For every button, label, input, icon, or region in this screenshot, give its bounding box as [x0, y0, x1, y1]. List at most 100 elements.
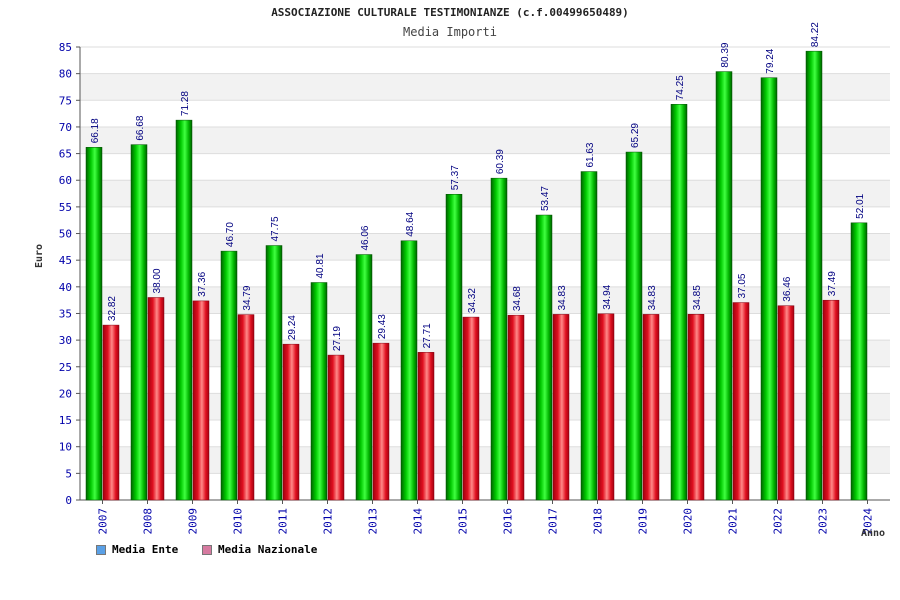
- data-label-media-ente-2009: 71.28: [180, 91, 191, 116]
- x-tick-label-2011: 2011: [277, 508, 290, 535]
- grid-band: [80, 180, 890, 207]
- y-tick-label: 65: [59, 148, 72, 161]
- data-label-media-nazionale-2008: 38.00: [152, 268, 163, 293]
- data-label-media-nazionale-2009: 37.36: [197, 271, 208, 296]
- data-label-media-nazionale-2019: 34.83: [647, 285, 658, 310]
- bar-media-nazionale-2022: [777, 305, 795, 501]
- bar-media-nazionale-2023: [822, 299, 840, 501]
- bar-media-ente-2010: [220, 250, 238, 501]
- grid-band: [80, 100, 890, 127]
- data-label-media-nazionale-2016: 34.68: [512, 286, 523, 311]
- y-axis-label: Euro: [34, 243, 45, 268]
- bar-media-ente-2021: [715, 71, 733, 501]
- grid-band: [80, 420, 890, 447]
- bar-media-ente-2015: [445, 194, 463, 501]
- data-label-media-ente-2023: 84.22: [810, 22, 821, 47]
- data-label-media-nazionale-2010: 34.79: [242, 285, 253, 310]
- bar-media-nazionale-2008: [147, 297, 165, 501]
- grid-band: [80, 340, 890, 367]
- data-label-media-ente-2024: 52.01: [855, 193, 866, 218]
- bar-media-ente-2012: [310, 282, 328, 501]
- data-label-media-ente-2017: 53.47: [540, 186, 551, 211]
- y-tick-label: 10: [59, 441, 72, 454]
- bar-media-nazionale-2007: [102, 324, 120, 501]
- y-tick-label: 80: [59, 68, 72, 81]
- data-label-media-ente-2007: 66.18: [90, 118, 101, 143]
- chart-title: ASSOCIAZIONE CULTURALE TESTIMONIANZE (c.…: [271, 6, 629, 19]
- bar-media-nazionale-2014: [417, 352, 435, 501]
- x-tick-label-2012: 2012: [322, 508, 335, 535]
- x-tick-label-2013: 2013: [367, 508, 380, 535]
- y-tick-label: 85: [59, 41, 72, 54]
- bar-media-nazionale-2012: [327, 354, 345, 501]
- legend-label-media-ente: Media Ente: [112, 543, 179, 556]
- bar-media-nazionale-2009: [192, 300, 210, 501]
- data-label-media-ente-2021: 80.39: [720, 42, 731, 67]
- data-label-media-ente-2016: 60.39: [495, 149, 506, 174]
- bar-media-nazionale-2015: [462, 316, 480, 501]
- x-tick-label-2017: 2017: [547, 508, 560, 535]
- y-tick-label: 25: [59, 361, 72, 374]
- legend-item-media-nazionale: Media Nazionale: [202, 543, 317, 556]
- y-tick-label: 55: [59, 201, 72, 214]
- bar-media-ente-2020: [670, 104, 688, 501]
- bar-media-ente-2017: [535, 214, 553, 501]
- grid-band: [80, 260, 890, 287]
- x-tick-label-2022: 2022: [772, 508, 785, 535]
- y-tick-label: 45: [59, 254, 72, 267]
- bar-media-ente-2023: [805, 50, 823, 501]
- y-tick-label: 75: [59, 94, 72, 107]
- data-label-media-nazionale-2023: 37.49: [827, 271, 838, 296]
- data-label-media-ente-2010: 46.70: [225, 222, 236, 247]
- x-tick-label-2023: 2023: [817, 508, 830, 535]
- x-axis-label: Anno: [861, 528, 886, 539]
- data-label-media-nazionale-2015: 34.32: [467, 288, 478, 313]
- bar-media-ente-2016: [490, 177, 508, 501]
- y-tick-label: 35: [59, 307, 72, 320]
- grid-band: [80, 126, 890, 154]
- x-tick-label-2008: 2008: [142, 508, 155, 535]
- bar-media-ente-2019: [625, 151, 643, 501]
- data-label-media-nazionale-2007: 32.82: [107, 296, 118, 321]
- x-tick-label-2021: 2021: [727, 508, 740, 535]
- grid-band: [80, 286, 890, 314]
- bar-media-ente-2008: [130, 144, 148, 501]
- data-label-media-ente-2015: 57.37: [450, 165, 461, 190]
- data-label-media-nazionale-2021: 37.05: [737, 273, 748, 298]
- grid-band: [80, 73, 890, 101]
- bar-media-ente-2022: [760, 77, 778, 501]
- y-tick-label: 40: [59, 281, 72, 294]
- data-label-media-nazionale-2017: 34.83: [557, 285, 568, 310]
- y-tick-label: 50: [59, 228, 72, 241]
- bar-media-ente-2014: [400, 240, 418, 501]
- data-label-media-nazionale-2018: 34.94: [602, 284, 613, 309]
- data-label-media-ente-2013: 46.06: [360, 225, 371, 250]
- x-tick-label-2020: 2020: [682, 508, 695, 535]
- bar-media-nazionale-2017: [552, 314, 570, 501]
- y-tick-label: 0: [65, 494, 72, 507]
- x-tick-label-2016: 2016: [502, 508, 515, 535]
- data-label-media-nazionale-2014: 27.71: [422, 323, 433, 348]
- bar-media-nazionale-2019: [642, 314, 660, 501]
- grid-band: [80, 153, 890, 181]
- data-label-media-nazionale-2022: 36.46: [782, 276, 793, 301]
- grid-band: [80, 366, 890, 394]
- grid-band: [80, 313, 890, 341]
- bar-media-ente-2013: [355, 254, 373, 501]
- bar-media-nazionale-2016: [507, 314, 525, 501]
- y-tick-label: 15: [59, 414, 72, 427]
- bar-media-nazionale-2018: [597, 313, 615, 501]
- bar-media-nazionale-2020: [687, 314, 705, 501]
- grid-band: [80, 47, 890, 74]
- data-label-media-nazionale-2013: 29.43: [377, 314, 388, 339]
- y-tick-label: 70: [59, 121, 72, 134]
- data-label-media-nazionale-2020: 34.85: [692, 285, 703, 310]
- y-tick-label: 30: [59, 334, 72, 347]
- x-tick-label-2007: 2007: [97, 508, 110, 535]
- grid-band: [80, 233, 890, 261]
- data-label-media-ente-2014: 48.64: [405, 211, 416, 236]
- x-tick-label-2019: 2019: [637, 508, 650, 535]
- legend-swatch-media-nazionale: [202, 544, 212, 555]
- grid-band: [80, 473, 890, 500]
